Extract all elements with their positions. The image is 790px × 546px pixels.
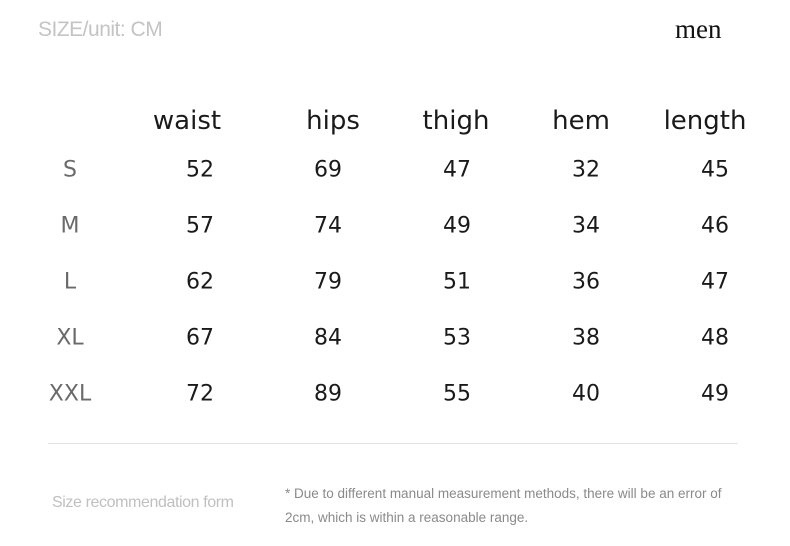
table-cell: 36 — [572, 269, 600, 295]
table-cell: 74 — [314, 213, 342, 239]
column-header-hips: hips — [306, 106, 360, 136]
table-cell: 32 — [572, 157, 600, 183]
table-cell: 51 — [443, 269, 471, 295]
note-line-2: 2cm, which is within a reasonable range. — [285, 510, 529, 525]
column-header-length: length — [663, 106, 747, 136]
size-label: M — [60, 213, 80, 239]
table-cell: 57 — [186, 213, 214, 239]
table-cell: 89 — [314, 381, 342, 407]
size-label: S — [63, 157, 77, 183]
table-cell: 67 — [186, 325, 214, 351]
column-header-hem: hem — [552, 106, 610, 136]
table-cell: 47 — [701, 269, 729, 295]
size-label: XL — [56, 325, 84, 351]
table-cell: 69 — [314, 157, 342, 183]
table-cell: 48 — [701, 325, 729, 351]
table-cell: 53 — [443, 325, 471, 351]
form-label: Size recommendation form — [52, 494, 234, 511]
table-cell: 46 — [701, 213, 729, 239]
table-cell: 34 — [572, 213, 600, 239]
size-label: XXL — [48, 381, 92, 407]
column-header-waist: waist — [152, 106, 222, 136]
table-cell: 72 — [186, 381, 214, 407]
note-line-1: * Due to different manual measurement me… — [285, 486, 722, 501]
table-cell: 40 — [572, 381, 600, 407]
table-cell: 45 — [701, 157, 729, 183]
table-cell: 49 — [701, 381, 729, 407]
table-cell: 49 — [443, 213, 471, 239]
table-cell: 47 — [443, 157, 471, 183]
divider — [48, 443, 738, 444]
unit-label: SIZE/unit: CM — [38, 18, 163, 41]
table-cell: 79 — [314, 269, 342, 295]
column-header-thigh: thigh — [422, 106, 490, 136]
table-cell: 55 — [443, 381, 471, 407]
table-cell: 84 — [314, 325, 342, 351]
table-cell: 38 — [572, 325, 600, 351]
gender-label: men — [675, 14, 722, 44]
table-cell: 52 — [186, 157, 214, 183]
size-label: L — [63, 269, 77, 295]
table-cell: 62 — [186, 269, 214, 295]
